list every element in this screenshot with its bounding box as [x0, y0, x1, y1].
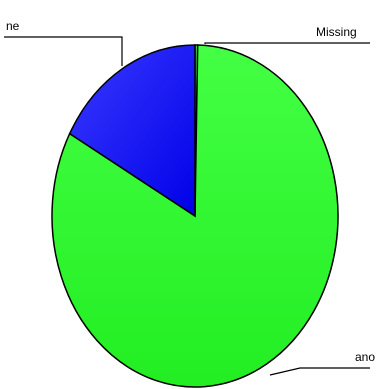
- slice-labels: Missing ano ne: [6, 19, 375, 364]
- pie-slices: [51, 44, 339, 388]
- pie-slice-ne: [68, 44, 196, 218]
- leader-line-missing: [204, 42, 370, 44]
- leader-line-ano: [269, 367, 370, 376]
- leader-line-ne: [4, 36, 123, 66]
- slice-label-ano: ano: [355, 350, 375, 364]
- slice-label-ne: ne: [6, 19, 20, 33]
- slice-label-missing: Missing: [316, 25, 357, 39]
- leader-lines: [4, 36, 370, 376]
